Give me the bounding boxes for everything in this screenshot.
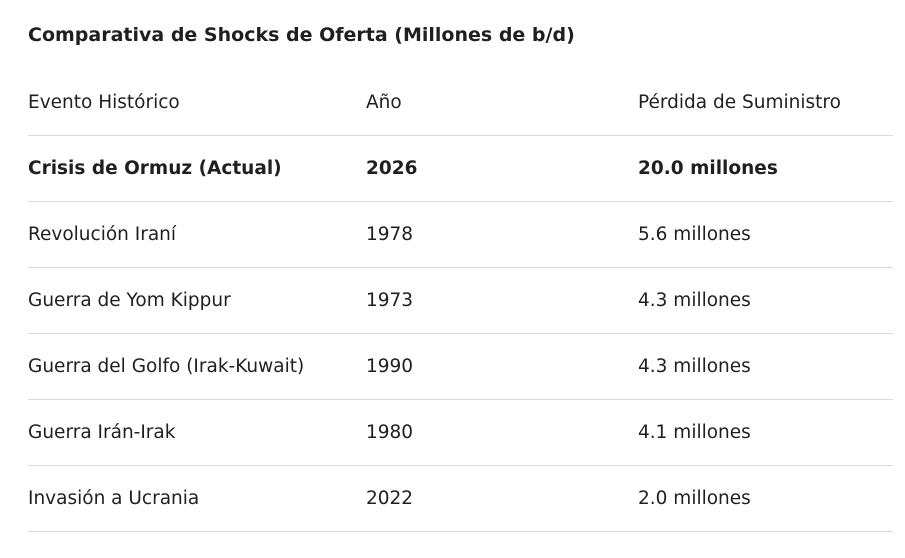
- table-cell: 4.3 millones: [638, 333, 893, 400]
- table: Evento Histórico Año Pérdida de Suminist…: [28, 70, 893, 532]
- table-cell: 1973: [366, 267, 638, 334]
- table-cell: 1978: [366, 201, 638, 268]
- table-row: Revolución Iraní 1978 5.6 millones: [28, 201, 893, 268]
- table-cell: 4.3 millones: [638, 267, 893, 334]
- table-title: Comparativa de Shocks de Oferta (Millone…: [28, 24, 575, 46]
- table-cell: 5.6 millones: [638, 201, 893, 268]
- table-row: Guerra del Golfo (Irak-Kuwait) 1990 4.3 mi…: [28, 333, 893, 400]
- table-cell: Guerra del Golfo (Irak-Kuwait): [28, 333, 366, 400]
- table-row: Guerra Irán-Irak 1980 4.1 millones: [28, 399, 893, 466]
- table-cell: 1990: [366, 333, 638, 400]
- table-cell: Invasión a Ucrania: [28, 465, 366, 532]
- header-cell: Evento Histórico: [28, 70, 366, 136]
- table-row: Crisis de Ormuz (Actual) 2026 20.0 millone…: [28, 135, 893, 202]
- header-cell: Año: [366, 70, 638, 136]
- table-cell: Guerra de Yom Kippur: [28, 267, 366, 334]
- table-body: Crisis de Ormuz (Actual) 2026 20.0 millone…: [28, 135, 893, 532]
- table-cell: 2026: [366, 135, 638, 202]
- table-cell: 20.0 millones: [638, 135, 893, 202]
- table-cell: 1980: [366, 399, 638, 466]
- table-cell: Guerra Irán-Irak: [28, 399, 366, 466]
- table-cell: Revolución Iraní: [28, 201, 366, 268]
- header-cell: Pérdida de Suministro: [638, 70, 893, 136]
- table-cell: 2.0 millones: [638, 465, 893, 532]
- table-cell: 4.1 millones: [638, 399, 893, 466]
- table-cell: 2022: [366, 465, 638, 532]
- table-row: Guerra de Yom Kippur 1973 4.3 millones: [28, 267, 893, 334]
- table-row: Invasión a Ucrania 2022 2.0 millones: [28, 465, 893, 532]
- header-row: Evento Histórico Año Pérdida de Suminist…: [28, 70, 893, 136]
- table-cell: Crisis de Ormuz (Actual): [28, 135, 366, 202]
